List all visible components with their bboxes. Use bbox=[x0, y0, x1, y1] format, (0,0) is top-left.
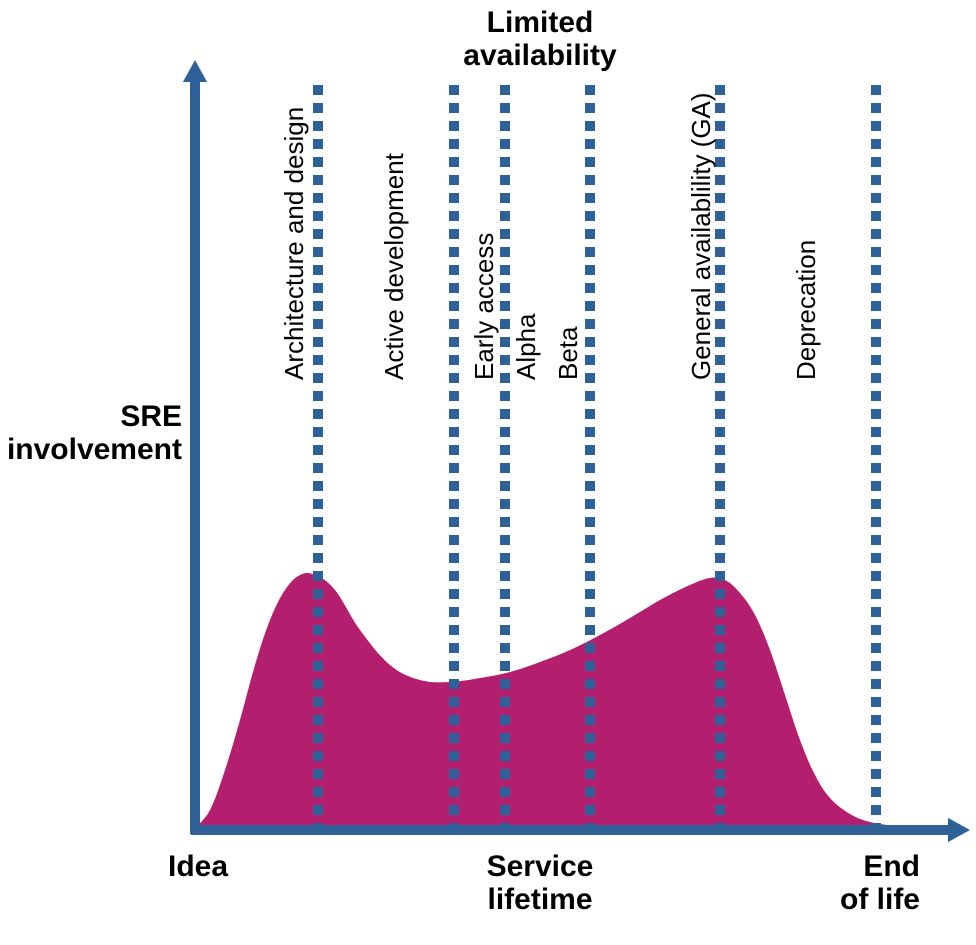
x-axis-label: Endof life bbox=[840, 850, 920, 916]
x-axis-label: Servicelifetime bbox=[420, 850, 660, 916]
x-axis-label-line: lifetime bbox=[420, 883, 660, 916]
phase-label: Early access bbox=[469, 233, 500, 380]
top-label: Limitedavailability bbox=[390, 6, 690, 72]
phase-label: Architecture and design bbox=[279, 107, 310, 380]
x-axis-label-line: of life bbox=[840, 883, 920, 916]
x-axis-label-line: Idea bbox=[78, 850, 318, 883]
chart-svg bbox=[0, 0, 976, 945]
y-axis-label-line: involvement bbox=[7, 433, 182, 466]
y-axis-label: SREinvolvement bbox=[7, 400, 182, 466]
y-axis-label-line: SRE bbox=[7, 400, 182, 433]
phase-label: Deprecation bbox=[791, 240, 822, 380]
x-axis-label-line: End bbox=[840, 850, 920, 883]
phase-label: Active development bbox=[379, 153, 410, 380]
x-axis-label-line: Service bbox=[420, 850, 660, 883]
x-axis-label: Idea bbox=[78, 850, 318, 883]
top-label-line: availability bbox=[390, 39, 690, 72]
top-label-line: Limited bbox=[390, 6, 690, 39]
sre-lifecycle-chart: SREinvolvement Idea Servicelifetime Endof l… bbox=[0, 0, 976, 945]
phase-label: General availablility (GA) bbox=[686, 92, 717, 380]
phase-label: Alpha bbox=[511, 314, 542, 381]
phase-label: Beta bbox=[553, 327, 584, 381]
